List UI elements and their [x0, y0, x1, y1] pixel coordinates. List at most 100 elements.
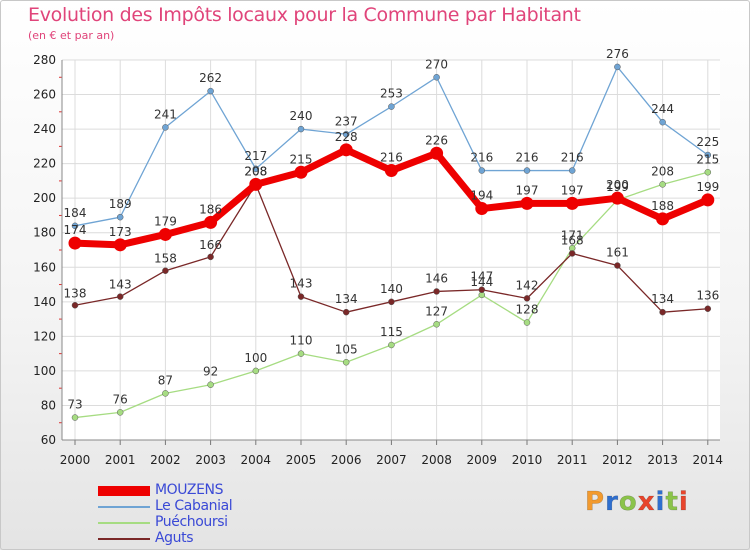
data-point — [388, 341, 395, 349]
x-tick-label: 2002 — [150, 453, 181, 467]
data-label: 216 — [561, 151, 584, 165]
data-point — [342, 308, 350, 316]
data-point — [158, 227, 172, 241]
data-point — [433, 74, 440, 81]
data-point — [207, 87, 214, 95]
data-label: 136 — [696, 289, 719, 303]
data-label: 226 — [425, 133, 448, 147]
data-point — [204, 215, 218, 229]
data-label: 134 — [335, 292, 358, 306]
data-label: 188 — [651, 199, 674, 213]
data-label: 253 — [380, 87, 403, 101]
data-point — [478, 167, 486, 174]
data-label: 200 — [606, 178, 629, 192]
x-tick-label: 2012 — [602, 453, 633, 467]
data-label: 197 — [561, 183, 584, 197]
legend-item: Puéchoursi — [98, 514, 298, 531]
data-label: 215 — [290, 152, 313, 166]
y-tick-label: 280 — [33, 53, 56, 67]
data-point — [475, 202, 489, 216]
data-label: 105 — [335, 342, 358, 356]
x-tick-label: 2010 — [512, 453, 543, 467]
legend-swatch — [98, 538, 150, 540]
data-label: 216 — [380, 151, 403, 165]
data-label: 76 — [113, 392, 128, 406]
data-label: 92 — [203, 365, 218, 379]
y-tick-label: 140 — [33, 295, 56, 309]
data-point — [294, 165, 308, 179]
data-label: 171 — [561, 228, 584, 242]
data-point — [71, 222, 79, 230]
proxiti-logo: Proxiti — [585, 487, 689, 518]
data-label: 158 — [154, 252, 177, 266]
data-point — [252, 165, 260, 173]
data-label: 115 — [380, 325, 403, 339]
data-point — [523, 167, 531, 174]
x-tick-label: 2007 — [376, 453, 407, 467]
legend-label: Aguts — [155, 530, 194, 546]
data-point — [252, 367, 260, 375]
legend: MOUZENS Le Cabanial Puéchoursi Aguts — [98, 482, 298, 547]
data-label: 128 — [516, 303, 539, 317]
data-label: 197 — [516, 183, 539, 197]
data-point — [71, 302, 79, 309]
logo-letter: t — [665, 487, 679, 518]
y-tick-label: 200 — [33, 191, 56, 205]
data-point — [568, 250, 576, 257]
data-label: 241 — [154, 107, 177, 121]
data-label: 276 — [606, 47, 629, 61]
data-point — [701, 193, 715, 207]
data-label: 228 — [335, 130, 358, 144]
data-point — [388, 298, 395, 306]
y-tick-label: 80 — [41, 398, 56, 412]
data-point — [659, 181, 666, 188]
data-label: 216 — [470, 151, 493, 165]
data-label: 87 — [158, 373, 173, 387]
data-label: 161 — [606, 246, 629, 260]
data-label: 199 — [606, 180, 629, 194]
logo-letter: P — [585, 487, 606, 518]
data-point — [71, 414, 79, 421]
x-tick-label: 2003 — [195, 453, 226, 467]
legend-label: Le Cabanial — [155, 498, 233, 514]
logo-letter: o — [618, 487, 638, 518]
data-point — [207, 381, 214, 388]
data-point — [339, 143, 353, 157]
data-point — [207, 253, 214, 261]
data-point — [520, 196, 534, 210]
x-tick-label: 2011 — [557, 453, 588, 467]
legend-swatch — [98, 506, 150, 508]
data-point — [297, 125, 305, 133]
data-point — [113, 238, 127, 252]
data-label: 225 — [696, 135, 719, 149]
data-label: 189 — [109, 197, 132, 211]
data-label: 147 — [470, 270, 493, 284]
data-label: 208 — [651, 164, 674, 178]
data-label: 173 — [109, 225, 132, 239]
data-point — [659, 118, 666, 126]
data-label: 73 — [67, 398, 82, 412]
data-label: 194 — [470, 189, 493, 203]
data-point — [704, 151, 712, 159]
y-tick-label: 160 — [33, 260, 56, 274]
data-point — [297, 350, 305, 357]
data-point — [523, 295, 531, 302]
data-label: 168 — [561, 233, 584, 247]
data-label: 240 — [290, 109, 313, 123]
chart-title: Evolution des Impôts locaux pour la Comm… — [28, 4, 581, 26]
data-label: 143 — [109, 278, 132, 292]
x-tick-label: 2000 — [60, 453, 91, 467]
data-point — [384, 164, 398, 178]
data-point — [116, 213, 124, 221]
data-point — [568, 167, 576, 174]
data-point — [565, 196, 579, 210]
data-point — [704, 169, 712, 176]
data-point — [704, 305, 712, 312]
y-tick-label: 180 — [33, 226, 56, 240]
data-label: 184 — [64, 206, 87, 220]
chart-subtitle: (en € et par an) — [28, 29, 115, 42]
data-label: 215 — [696, 152, 719, 166]
logo-letter: x — [637, 487, 656, 518]
data-label: 244 — [651, 102, 674, 116]
data-label: 216 — [516, 151, 539, 165]
